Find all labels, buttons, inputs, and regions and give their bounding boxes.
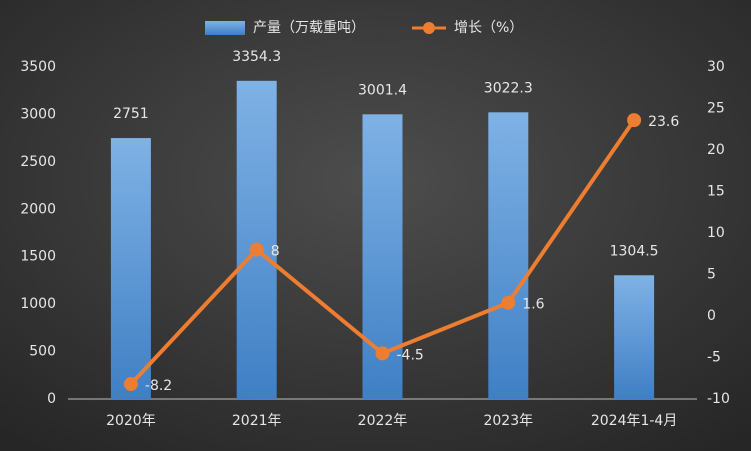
y2-tick-label: 20 [707,142,725,158]
y-tick-label: 0 [47,391,56,407]
line-marker [123,377,138,392]
bar [488,112,529,399]
y-tick-label: 3000 [20,106,56,122]
x-tick-label: 2023年 [483,413,533,429]
bar [110,138,151,399]
data-label: 1304.5 [610,243,659,259]
legend-swatch [205,21,245,35]
data-label: -4.5 [397,347,424,363]
legend-marker [423,22,435,34]
y-tick-label: 3500 [20,59,56,75]
x-tick-label: 2022年 [358,413,408,429]
y2-tick-label: 25 [707,101,725,117]
legend-label: 产量（万载重吨） [253,20,365,36]
line-marker [501,295,516,310]
legend-label: 增长（%） [454,20,523,36]
x-tick-label: 2020年 [106,413,156,429]
data-label: 3001.4 [358,82,407,98]
line-marker [249,242,264,257]
bar [614,275,655,399]
data-label: 3354.3 [232,49,281,65]
y2-tick-label: 30 [707,59,725,75]
y2-tick-label: 5 [707,267,716,283]
data-label: 3022.3 [484,80,533,96]
data-label: 8 [271,244,280,260]
y-tick-label: 1000 [20,296,56,312]
y-tick-label: 500 [29,344,56,360]
data-label: 1.6 [522,297,544,313]
y2-tick-label: 10 [707,225,725,241]
y2-tick-label: 15 [707,184,725,200]
y-tick-label: 1500 [20,249,56,265]
line-marker [627,113,642,128]
y-tick-label: 2000 [20,201,56,217]
line-marker [375,346,390,361]
y2-tick-label: 0 [707,308,716,324]
data-label: -8.2 [145,378,172,394]
x-tick-label: 2024年1-4月 [591,413,678,429]
data-label: 2751 [113,106,149,122]
x-tick-label: 2021年 [232,413,282,429]
y2-tick-label: -5 [707,350,721,366]
data-label: 23.6 [648,114,679,130]
y-tick-label: 2500 [20,154,56,170]
bar [236,80,277,400]
y2-tick-label: -10 [707,391,730,407]
